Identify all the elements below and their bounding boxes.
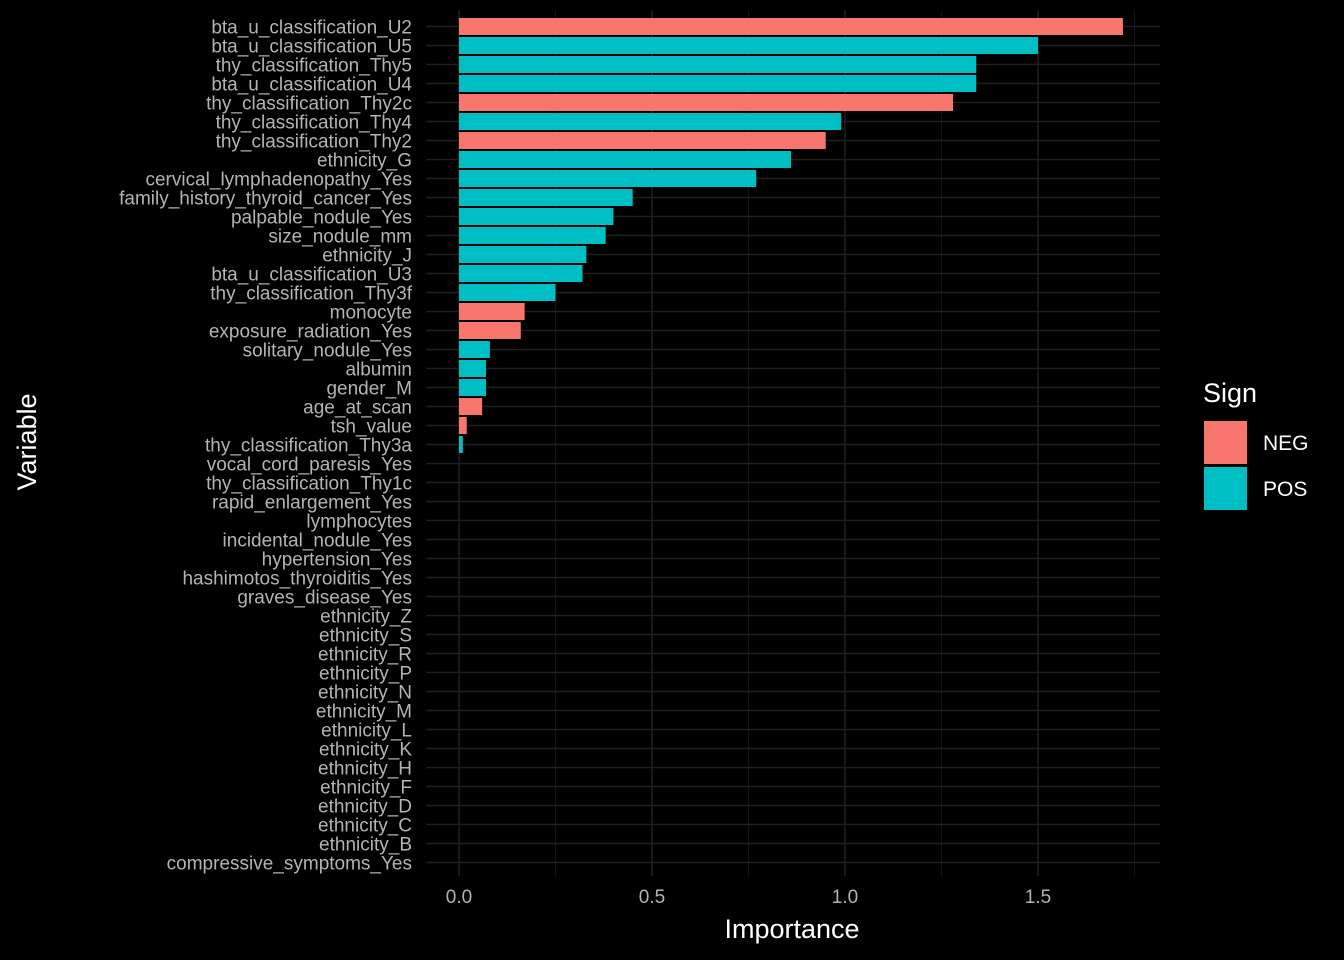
legend-title: Sign <box>1203 378 1257 408</box>
y-tick-label: ethnicity_P <box>319 664 412 685</box>
y-tick-label: exposure_radiation_Yes <box>209 322 412 343</box>
legend-key-neg <box>1204 421 1247 464</box>
bar <box>459 246 587 263</box>
bar <box>459 360 487 377</box>
y-tick-label: solitary_nodule_Yes <box>243 341 412 362</box>
y-tick-label: incidental_nodule_Yes <box>223 531 412 552</box>
bar <box>459 132 826 149</box>
y-tick-label: bta_u_classification_U4 <box>211 75 412 96</box>
y-tick-label: thy_classification_Thy2 <box>216 132 412 153</box>
y-tick-label: palpable_nodule_Yes <box>231 208 412 229</box>
y-tick-label: thy_classification_Thy3f <box>210 284 412 305</box>
y-tick-label: cervical_lymphadenopathy_Yes <box>145 170 412 191</box>
y-tick-label: albumin <box>345 360 412 381</box>
bar <box>459 398 483 415</box>
bar <box>459 284 556 301</box>
bar <box>459 113 842 130</box>
x-axis-title: Importance <box>724 914 859 944</box>
bar <box>459 227 606 244</box>
legend-key-pos <box>1204 467 1247 510</box>
y-tick-label: ethnicity_R <box>318 645 412 666</box>
y-tick-label: ethnicity_M <box>316 702 412 723</box>
y-tick-label: lymphocytes <box>306 512 412 533</box>
bar <box>459 322 521 339</box>
x-tick-label: 0.0 <box>446 887 472 908</box>
y-tick-label: bta_u_classification_U2 <box>211 18 412 39</box>
bar-layer <box>459 18 1123 453</box>
y-tick-label: hypertension_Yes <box>262 550 412 571</box>
bar <box>459 265 583 282</box>
y-tick-label: vocal_cord_paresis_Yes <box>207 455 412 476</box>
y-tick-label: ethnicity_K <box>319 740 412 761</box>
y-tick-label: hashimotos_thyroiditis_Yes <box>182 569 412 590</box>
y-tick-label: family_history_thyroid_cancer_Yes <box>119 189 412 210</box>
y-tick-label: gender_M <box>326 379 412 400</box>
y-tick-label: tsh_value <box>331 417 412 438</box>
bar <box>459 303 525 320</box>
y-tick-label: ethnicity_D <box>318 797 412 818</box>
y-tick-label: bta_u_classification_U5 <box>211 37 412 58</box>
y-axis-title: Variable <box>12 393 42 490</box>
y-tick-label: bta_u_classification_U3 <box>211 265 412 286</box>
y-tick-label: ethnicity_Z <box>320 607 412 628</box>
bar <box>459 18 1123 35</box>
bar <box>459 436 463 453</box>
y-tick-labels: bta_u_classification_U2bta_u_classificat… <box>119 18 413 875</box>
y-tick-label: ethnicity_H <box>318 759 412 780</box>
y-tick-label: compressive_symptoms_Yes <box>167 854 412 875</box>
bar <box>459 170 757 187</box>
legend: Sign NEG POS <box>1203 378 1309 510</box>
bar <box>459 56 977 73</box>
x-tick-label: 1.0 <box>832 887 858 908</box>
y-tick-label: ethnicity_N <box>318 683 412 704</box>
y-tick-label: ethnicity_S <box>319 626 412 647</box>
y-tick-label: thy_classification_Thy4 <box>216 113 413 134</box>
y-tick-label: ethnicity_G <box>317 151 412 172</box>
bar <box>459 151 791 168</box>
bar <box>459 379 487 396</box>
y-tick-label: ethnicity_J <box>322 246 412 267</box>
x-tick-labels: 0.0 0.5 1.0 1.5 <box>446 887 1051 908</box>
bar <box>459 75 977 92</box>
y-tick-label: thy_classification_Thy3a <box>205 436 412 457</box>
y-tick-label: ethnicity_B <box>319 835 412 856</box>
bar <box>459 94 954 111</box>
bar <box>459 37 1038 54</box>
x-tick-label: 0.5 <box>639 887 665 908</box>
bar <box>459 417 467 434</box>
bar <box>459 341 490 358</box>
y-tick-label: size_nodule_mm <box>268 227 412 248</box>
x-tick-label: 1.5 <box>1025 887 1051 908</box>
y-tick-label: monocyte <box>330 303 412 324</box>
y-tick-label: thy_classification_Thy5 <box>216 56 412 77</box>
bar <box>459 189 633 206</box>
y-tick-label: graves_disease_Yes <box>237 588 412 609</box>
y-tick-label: ethnicity_C <box>318 816 412 837</box>
bar <box>459 208 614 225</box>
y-tick-label: thy_classification_Thy1c <box>206 474 412 495</box>
y-tick-label: thy_classification_Thy2c <box>206 94 412 115</box>
y-tick-label: age_at_scan <box>303 398 412 419</box>
y-tick-label: ethnicity_L <box>321 721 412 742</box>
y-tick-label: ethnicity_F <box>320 778 412 799</box>
legend-label-neg: NEG <box>1263 432 1309 455</box>
legend-label-pos: POS <box>1263 478 1307 501</box>
y-tick-label: rapid_enlargement_Yes <box>212 493 412 514</box>
